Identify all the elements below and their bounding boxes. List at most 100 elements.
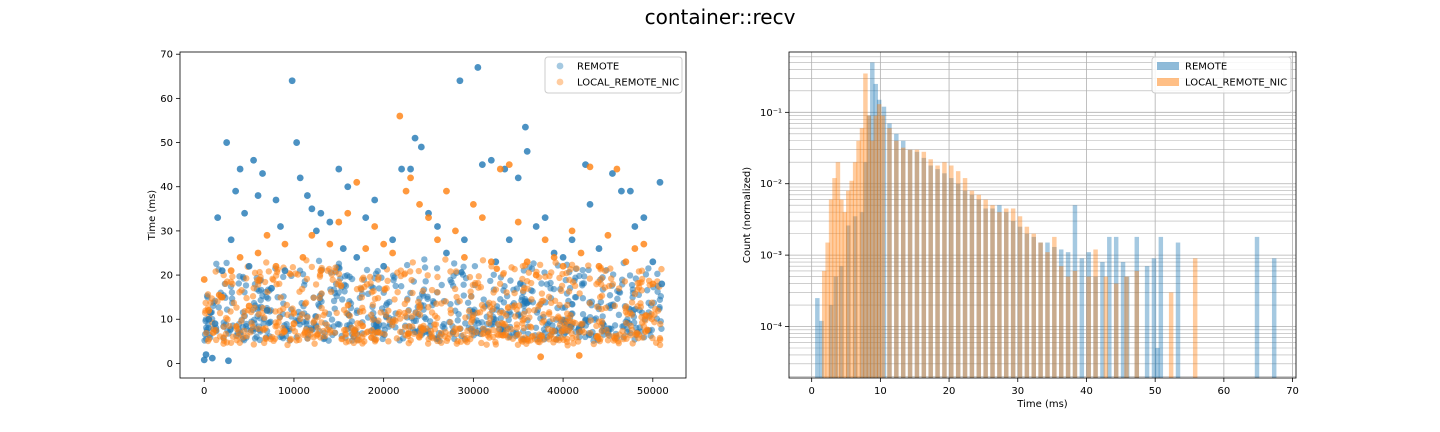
- scatter-point-local: [220, 340, 227, 347]
- scatter-point-local: [299, 254, 307, 261]
- scatter-point-remote: [618, 187, 625, 195]
- histogram-bar-remote: [1254, 236, 1260, 378]
- scatter-point-local: [528, 324, 535, 331]
- histogram-bar-local: [1017, 216, 1023, 378]
- scatter-point-remote: [403, 261, 411, 269]
- histogram-bar-local: [852, 162, 858, 378]
- scatter-point-local: [656, 341, 664, 349]
- scatter-point-local: [429, 334, 437, 342]
- y-axis-label: Count (normalized): [742, 167, 753, 263]
- scatter-point-local: [254, 249, 262, 257]
- scatter-point-local: [434, 289, 441, 296]
- scatter-point-remote: [422, 278, 429, 285]
- scatter-point-local: [327, 288, 335, 295]
- histogram-bar-remote: [870, 62, 875, 378]
- histogram-bar-local: [866, 115, 872, 379]
- histogram-bar-remote: [1038, 242, 1043, 378]
- scatter-point-local: [263, 231, 271, 239]
- scatter-point-local: [243, 275, 250, 282]
- scatter-point-local: [566, 317, 574, 325]
- scatter-point-remote: [250, 156, 257, 164]
- histogram-bar-remote: [887, 123, 892, 378]
- scatter-point-local: [238, 286, 245, 294]
- scatter-point-remote: [462, 320, 469, 327]
- scatter-point-local: [593, 303, 601, 310]
- scatter-point-local: [622, 258, 630, 266]
- histogram-bar-remote: [969, 194, 975, 378]
- scatter-point-remote: [245, 262, 253, 270]
- scatter-point-local: [236, 254, 244, 261]
- histogram-bar-local: [859, 128, 865, 378]
- scatter-point-local: [320, 311, 327, 319]
- histogram-bar-local: [1093, 249, 1098, 378]
- scatter-point-local: [358, 294, 365, 301]
- scatter-point-local: [502, 312, 510, 319]
- scatter-point-local: [514, 218, 522, 226]
- scatter-point-local: [308, 231, 316, 239]
- scatter-point-remote: [417, 143, 425, 151]
- scatter-point-local: [525, 269, 533, 276]
- scatter-point-local: [634, 303, 641, 310]
- scatter-point-local: [353, 285, 361, 293]
- histogram-axes: 0 10 20 30 40 50 60 70 10⁻⁴ 10⁻³ 10⁻² 10⁻¹ Time (ms)…: [742, 51, 1299, 410]
- scatter-point-local: [548, 269, 555, 276]
- scatter-point-remote: [328, 316, 336, 323]
- scatter-point-local: [628, 299, 636, 306]
- scatter-point-local: [274, 329, 282, 336]
- histogram-bar-local: [876, 104, 882, 379]
- scatter-point-local: [369, 301, 377, 308]
- scatter-point-local: [640, 240, 648, 248]
- scatter-point-local: [255, 311, 262, 318]
- histogram-bar-remote: [1031, 236, 1036, 378]
- y-tick-label: 10⁻³: [760, 251, 782, 262]
- scatter-point-local: [607, 275, 615, 282]
- scatter-point-local: [205, 307, 213, 314]
- scatter-point-local: [457, 338, 465, 345]
- scatter-point-remote: [658, 280, 666, 288]
- histogram-bar-remote: [1086, 252, 1091, 378]
- scatter-point-local: [224, 316, 231, 323]
- scatter-point-local: [538, 297, 545, 305]
- scatter-point-local: [586, 300, 593, 307]
- histogram-bar-local: [887, 128, 892, 378]
- scatter-point-local: [443, 187, 450, 195]
- scatter-point-local: [326, 240, 334, 248]
- scatter-point-remote: [235, 280, 242, 287]
- scatter-point-remote: [223, 139, 231, 146]
- scatter-point-local: [212, 336, 220, 344]
- scatter-point-local: [366, 273, 374, 281]
- scatter-point-local: [314, 324, 321, 332]
- scatter-point-local: [362, 245, 370, 252]
- scatter-point-local: [287, 271, 294, 278]
- histogram-bar-local: [962, 178, 968, 378]
- scatter-point-local: [598, 328, 605, 335]
- scatter-point-local: [629, 340, 636, 347]
- y-axis-label: Time (ms): [147, 190, 158, 242]
- scatter-point-local: [577, 249, 585, 257]
- scatter-point-local: [479, 330, 486, 338]
- scatter-point-local: [265, 268, 272, 275]
- scatter-point-local: [205, 335, 213, 343]
- histogram-bar-remote: [894, 133, 899, 378]
- scatter-point-local: [316, 273, 324, 280]
- legend-label: LOCAL_REMOTE_NIC: [1185, 78, 1287, 89]
- scatter-point-local: [367, 280, 374, 287]
- histogram-bar-local: [1065, 276, 1071, 378]
- scatter-point-local: [558, 287, 565, 295]
- scatter-point-remote: [530, 260, 537, 267]
- scatter-point-local: [559, 262, 567, 270]
- scatter-point-local: [563, 269, 570, 277]
- scatter-point-local: [384, 277, 391, 285]
- scatter-point-remote: [517, 280, 524, 288]
- scatter-point-local: [648, 299, 656, 306]
- scatter-point-local: [456, 325, 464, 332]
- scatter-point-local: [431, 325, 439, 333]
- scatter-point-local: [317, 267, 325, 275]
- scatter-point-local: [396, 112, 404, 120]
- histogram-bar-local: [1168, 292, 1174, 378]
- scatter-point-local: [374, 294, 382, 302]
- scatter-point-local: [623, 303, 630, 310]
- histogram-bar-remote: [1151, 258, 1157, 378]
- histogram-bar-remote: [1158, 236, 1164, 378]
- scatter-point-local: [405, 323, 413, 330]
